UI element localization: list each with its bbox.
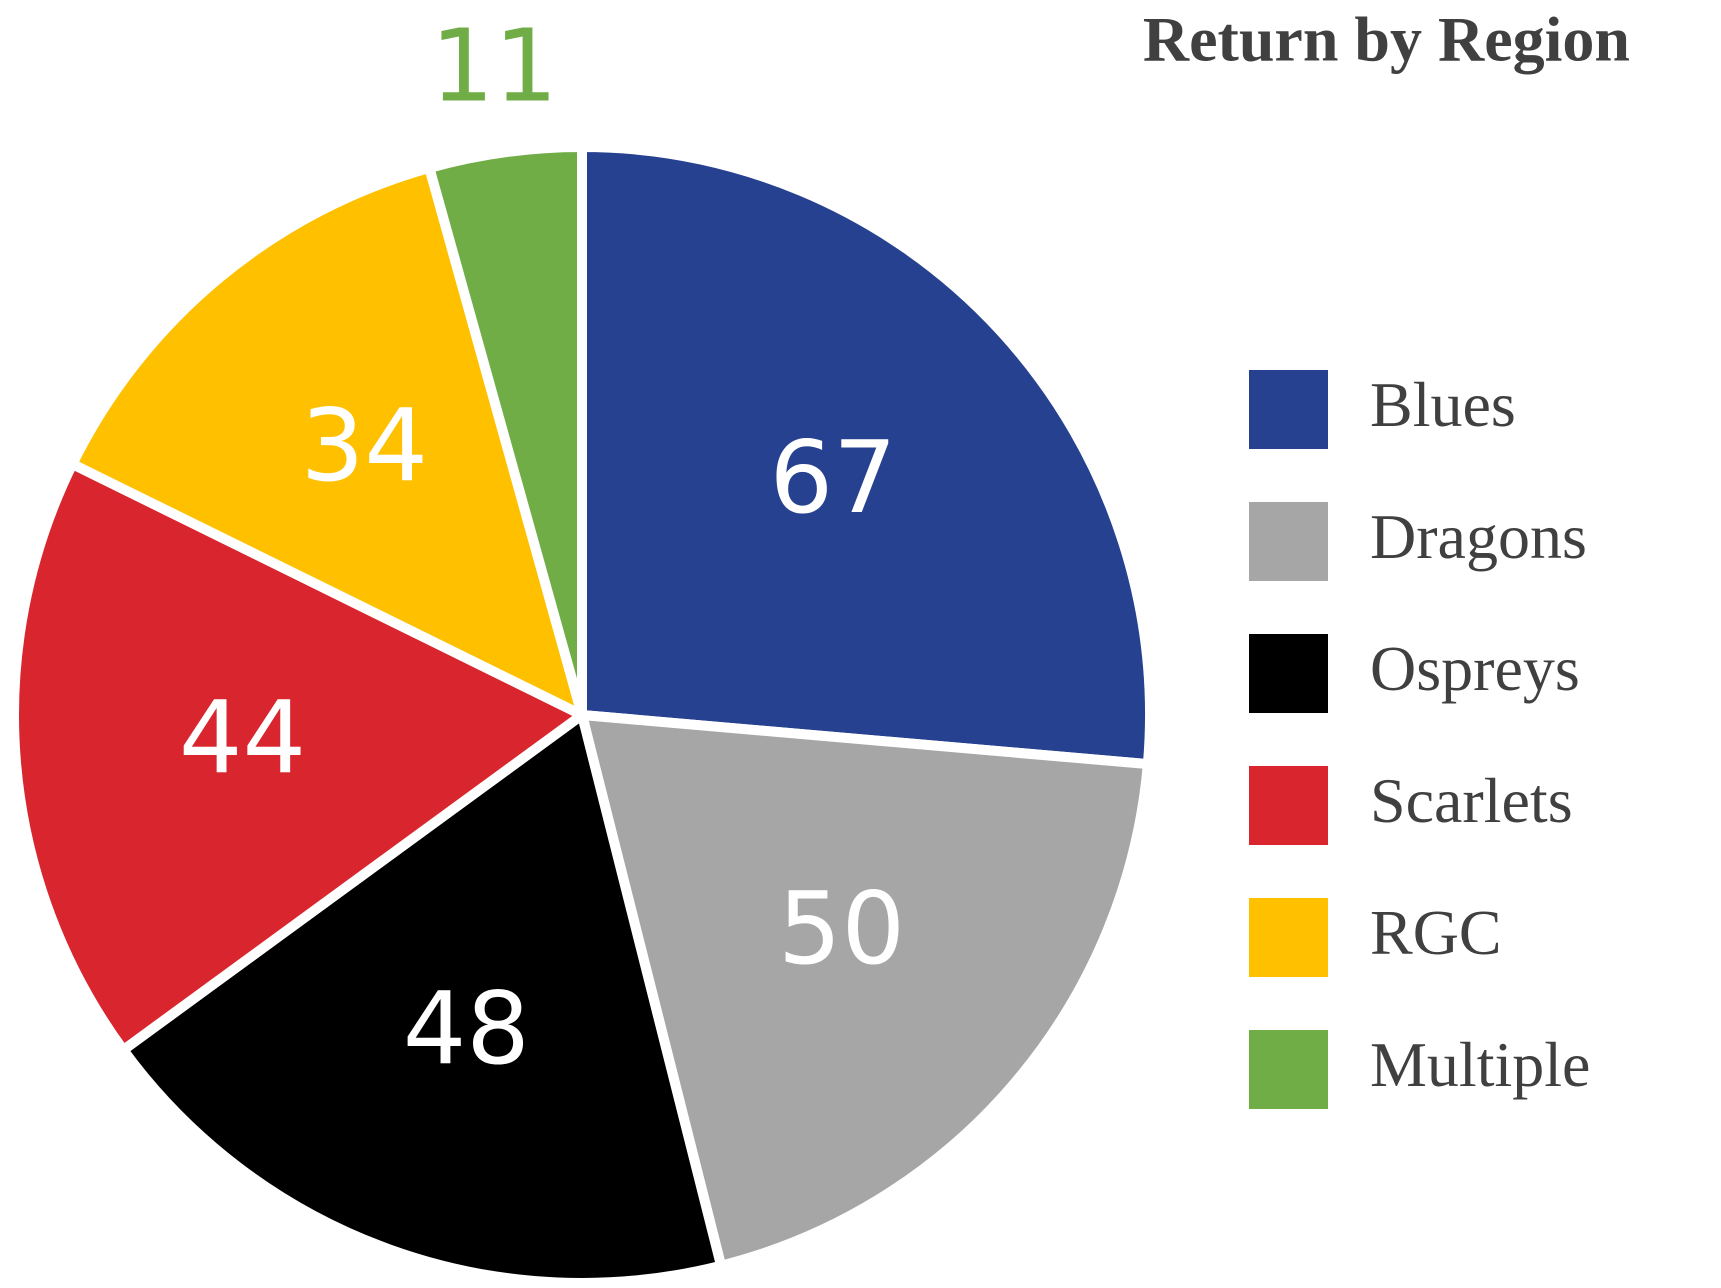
data-label: 67 (770, 419, 897, 536)
data-label: 34 (301, 387, 428, 504)
legend-swatch (1249, 634, 1328, 713)
chart-title: Return by Region (1143, 4, 1630, 75)
legend-label: Dragons (1370, 501, 1587, 572)
legend-swatch (1249, 370, 1328, 449)
data-label: 11 (430, 7, 557, 124)
data-label: 44 (179, 679, 306, 796)
pie-slice (577, 141, 1155, 770)
legend-swatch (1249, 502, 1328, 581)
data-label: 48 (403, 970, 530, 1087)
legend-swatch (1249, 898, 1328, 977)
data-label: 50 (778, 870, 905, 987)
legend-label: Multiple (1370, 1029, 1590, 1100)
pie-slice (116, 706, 728, 1288)
legend-label: RGC (1370, 897, 1502, 968)
legend-label: Ospreys (1370, 633, 1580, 704)
legend-label: Scarlets (1370, 765, 1573, 836)
pie-slice (423, 141, 587, 717)
pie-slice (65, 161, 590, 725)
legend-swatch (1249, 766, 1328, 845)
legend-label: Blues (1370, 369, 1516, 440)
legend-swatch (1249, 1030, 1328, 1109)
pie-slice (575, 709, 1154, 1272)
pie-slice (9, 457, 592, 1057)
